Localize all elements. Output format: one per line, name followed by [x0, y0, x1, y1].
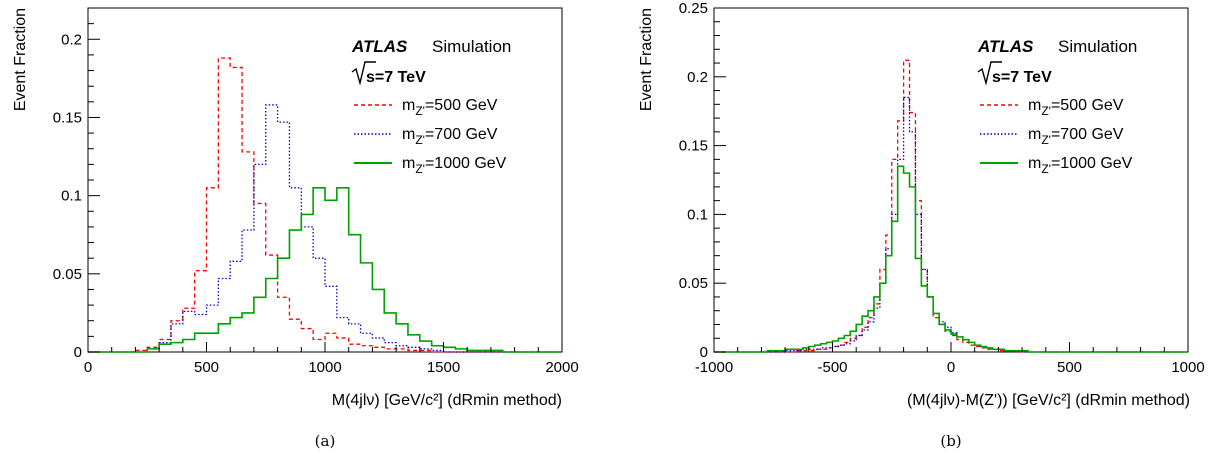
y-tick-label: 0.05	[679, 275, 708, 292]
x-tick-label: 0	[84, 359, 92, 376]
x-tick-label: -1000	[695, 359, 733, 376]
atlas-label: ATLAS	[351, 37, 408, 56]
y-tick-label: 0.1	[61, 188, 82, 205]
x-tick-label: 1000	[1171, 359, 1204, 376]
y-tick-label: 0	[700, 344, 708, 361]
sqrt-icon	[351, 61, 376, 86]
chart-panel-a: 0 500 1000 1500 2000 0 0.05 0.1 0.15 0.2 M(4jlν) […	[12, 7, 579, 450]
y-tick-label: 0	[74, 344, 82, 361]
y-tick-label: 0.15	[679, 138, 708, 155]
sqrt-icon	[977, 61, 1002, 86]
y-axis-label: Event Fraction	[638, 8, 655, 111]
x-tick-label: 2000	[545, 359, 578, 376]
plot-frame	[713, 7, 1189, 353]
legend-label: mZ'=700 GeV	[1028, 126, 1124, 147]
panel-label: (a)	[315, 432, 336, 450]
simulation-label: Simulation	[432, 37, 511, 56]
x-tick-label: 1000	[308, 359, 341, 376]
y-tick-label: 0.2	[687, 69, 708, 86]
legend-label: mZ'=700 GeV	[402, 126, 498, 147]
simulation-label: Simulation	[1058, 37, 1137, 56]
legend-label: mZ'=1000 GeV	[1028, 155, 1133, 176]
y-axis-label: Event Fraction	[12, 8, 29, 111]
y-tick-label: 0.05	[53, 266, 82, 283]
series-line	[88, 57, 562, 353]
y-tick-label: 0.15	[53, 109, 82, 126]
x-tick-label: 500	[1057, 359, 1082, 376]
x-tick-label: -500	[817, 359, 847, 376]
legend-label: mZ'=500 GeV	[1028, 97, 1124, 118]
plot-frame	[87, 7, 563, 353]
panel-label: (b)	[940, 432, 961, 450]
x-tick-label: 500	[194, 359, 219, 376]
energy-label: s=7 TeV	[366, 69, 426, 86]
legend-label: mZ'=500 GeV	[402, 97, 498, 118]
x-axis-label: M(4jlν) [GeV/c²] (dRmin method)	[332, 392, 562, 409]
legend-label: mZ'=1000 GeV	[402, 155, 507, 176]
x-tick-label: 0	[947, 359, 955, 376]
y-tick-label: 0.2	[61, 31, 82, 48]
atlas-label: ATLAS	[977, 37, 1034, 56]
x-axis-label: (M(4jlν)-M(Z')) [GeV/c²] (dRmin method)	[907, 392, 1190, 409]
x-tick-label: 1500	[427, 359, 460, 376]
series-line	[88, 187, 562, 353]
chart-panel-b: -1000 -500 0 500 1000 0 0.05 0.1 0.15 0.2 0.25 (M(4…	[638, 0, 1205, 450]
energy-label: s=7 TeV	[992, 69, 1052, 86]
y-tick-label: 0.25	[679, 0, 708, 17]
series-line	[714, 165, 1188, 353]
y-tick-label: 0.1	[687, 206, 708, 223]
